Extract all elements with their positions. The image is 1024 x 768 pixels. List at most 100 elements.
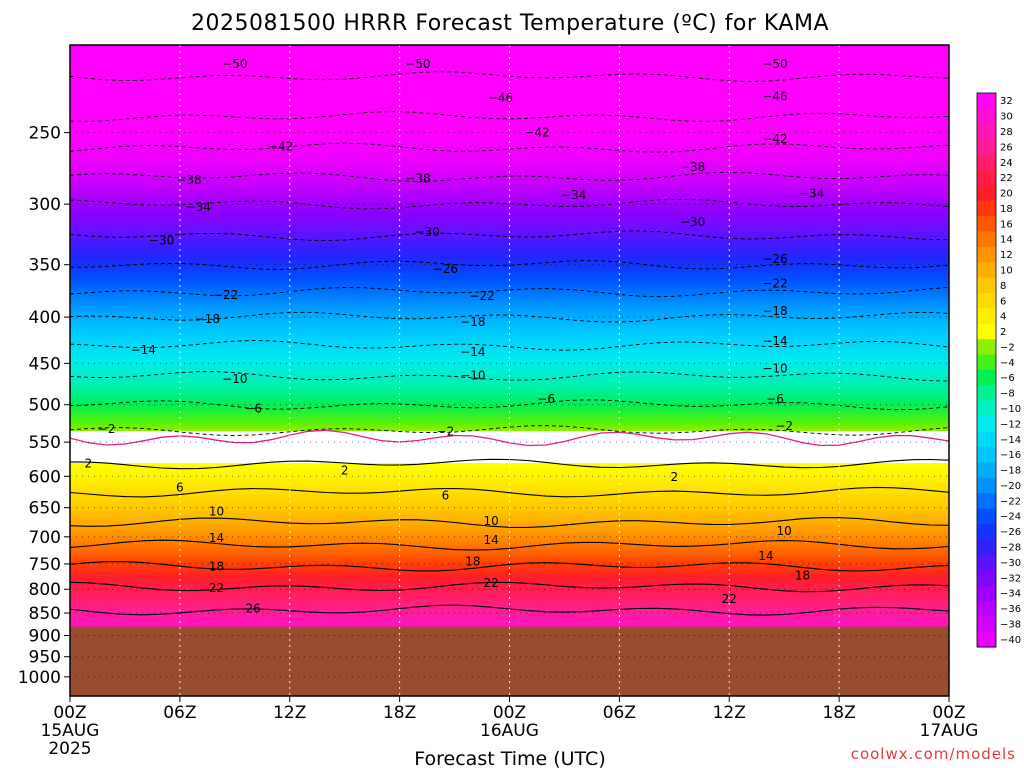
colorbar-tick-label: 20: [1000, 189, 1013, 200]
contour-label: −50: [222, 57, 247, 71]
y-tick-label: 400: [29, 308, 61, 328]
contour-label: −6: [537, 392, 555, 406]
colorbar-swatch: [977, 154, 996, 171]
contour-label: −6: [244, 402, 262, 416]
temperature-band: [70, 145, 949, 148]
temperature-band: [70, 403, 949, 406]
colorbar-tick-label: −8: [1000, 389, 1015, 400]
temperature-band: [70, 239, 949, 242]
temperature-band: [70, 551, 949, 554]
credit-text: coolwx.com/models: [851, 745, 1016, 763]
temperature-band: [70, 439, 949, 442]
y-tick-label: 800: [29, 580, 61, 600]
x-date-label: 2025: [48, 739, 91, 759]
temperature-band: [70, 227, 949, 230]
temperature-band: [70, 89, 949, 92]
temperature-band: [70, 349, 949, 352]
temperature-band: [70, 515, 949, 518]
temperature-band: [70, 283, 949, 286]
colorbar-tick-label: −30: [1000, 558, 1021, 569]
temperature-band: [70, 595, 949, 598]
contour-label: 18: [209, 560, 224, 574]
temperature-band: [70, 49, 949, 52]
temperature-band: [70, 47, 949, 50]
colorbar-swatch: [977, 462, 996, 479]
temperature-band: [70, 467, 949, 470]
temperature-band: [70, 617, 949, 620]
colorbar-tick-label: −12: [1000, 419, 1021, 430]
contour-label: −2: [775, 419, 793, 433]
colorbar-tick-label: 26: [1000, 142, 1013, 153]
temperature-band: [70, 301, 949, 304]
temperature-band: [70, 593, 949, 596]
temperature-bands: [70, 45, 949, 628]
temperature-band: [70, 479, 949, 482]
colorbar-swatch: [977, 323, 996, 340]
colorbar-swatch: [977, 570, 996, 587]
temperature-band: [70, 343, 949, 346]
colorbar-tick-label: 8: [1000, 281, 1006, 292]
temperature-band: [70, 385, 949, 388]
temperature-band: [70, 77, 949, 80]
contour-label: −34: [186, 200, 211, 214]
temperature-band: [70, 293, 949, 296]
temperature-band: [70, 85, 949, 88]
temperature-band: [70, 569, 949, 572]
temperature-band: [70, 565, 949, 568]
contour-label: −30: [680, 215, 705, 229]
grid-lines: [70, 45, 949, 696]
contour-label: 14: [209, 531, 224, 545]
temperature-band: [70, 59, 949, 62]
temperature-band: [70, 305, 949, 308]
x-tick-label: 00Z: [493, 703, 526, 723]
temperature-band: [70, 191, 949, 194]
temperature-band: [70, 587, 949, 590]
temperature-band: [70, 251, 949, 254]
temperature-band: [70, 271, 949, 274]
colorbar-swatch: [977, 539, 996, 556]
contour-label: −34: [799, 187, 824, 201]
temperature-band: [70, 379, 949, 382]
temperature-band: [70, 175, 949, 178]
temperature-band: [70, 557, 949, 560]
isotherm-line: [70, 486, 949, 498]
x-tick-label: 06Z: [603, 703, 636, 723]
y-tick-label: 350: [29, 256, 61, 276]
contour-label: −22: [213, 288, 238, 302]
colorbar-tick-label: 6: [1000, 296, 1006, 307]
colorbar-tick-label: −16: [1000, 450, 1021, 461]
contour-label: 14: [758, 549, 773, 563]
isotherm-line: [70, 517, 949, 528]
temperature-band: [70, 257, 949, 260]
contour-label: −42: [268, 139, 293, 153]
temperature-band: [70, 383, 949, 386]
temperature-band: [70, 355, 949, 358]
temperature-band: [70, 127, 949, 130]
colorbar-swatch: [977, 385, 996, 402]
temperature-band: [70, 217, 949, 220]
colorbar-tick-label: −32: [1000, 573, 1021, 584]
temperature-band: [70, 455, 949, 458]
y-tick-label: 950: [29, 648, 61, 668]
temperature-band: [70, 125, 949, 128]
temperature-band: [70, 431, 949, 434]
colorbar-swatch: [977, 185, 996, 202]
contour-label: 22: [484, 576, 499, 590]
temperature-band: [70, 193, 949, 196]
temperature-band: [70, 173, 949, 176]
contour-label: −18: [762, 304, 787, 318]
temperature-band: [70, 481, 949, 484]
temperature-band: [70, 331, 949, 334]
temperature-band: [70, 235, 949, 238]
contour-label: −38: [176, 173, 201, 187]
colorbar-tick-label: −10: [1000, 404, 1021, 415]
temperature-band: [70, 151, 949, 154]
colorbar-tick-label: 12: [1000, 250, 1013, 261]
temperature-band: [70, 425, 949, 428]
contour-label: −38: [680, 160, 705, 174]
temperature-band: [70, 533, 949, 536]
temperature-band: [70, 311, 949, 314]
temperature-band: [70, 313, 949, 316]
colorbar-swatch: [977, 416, 996, 433]
temperature-band: [70, 317, 949, 320]
